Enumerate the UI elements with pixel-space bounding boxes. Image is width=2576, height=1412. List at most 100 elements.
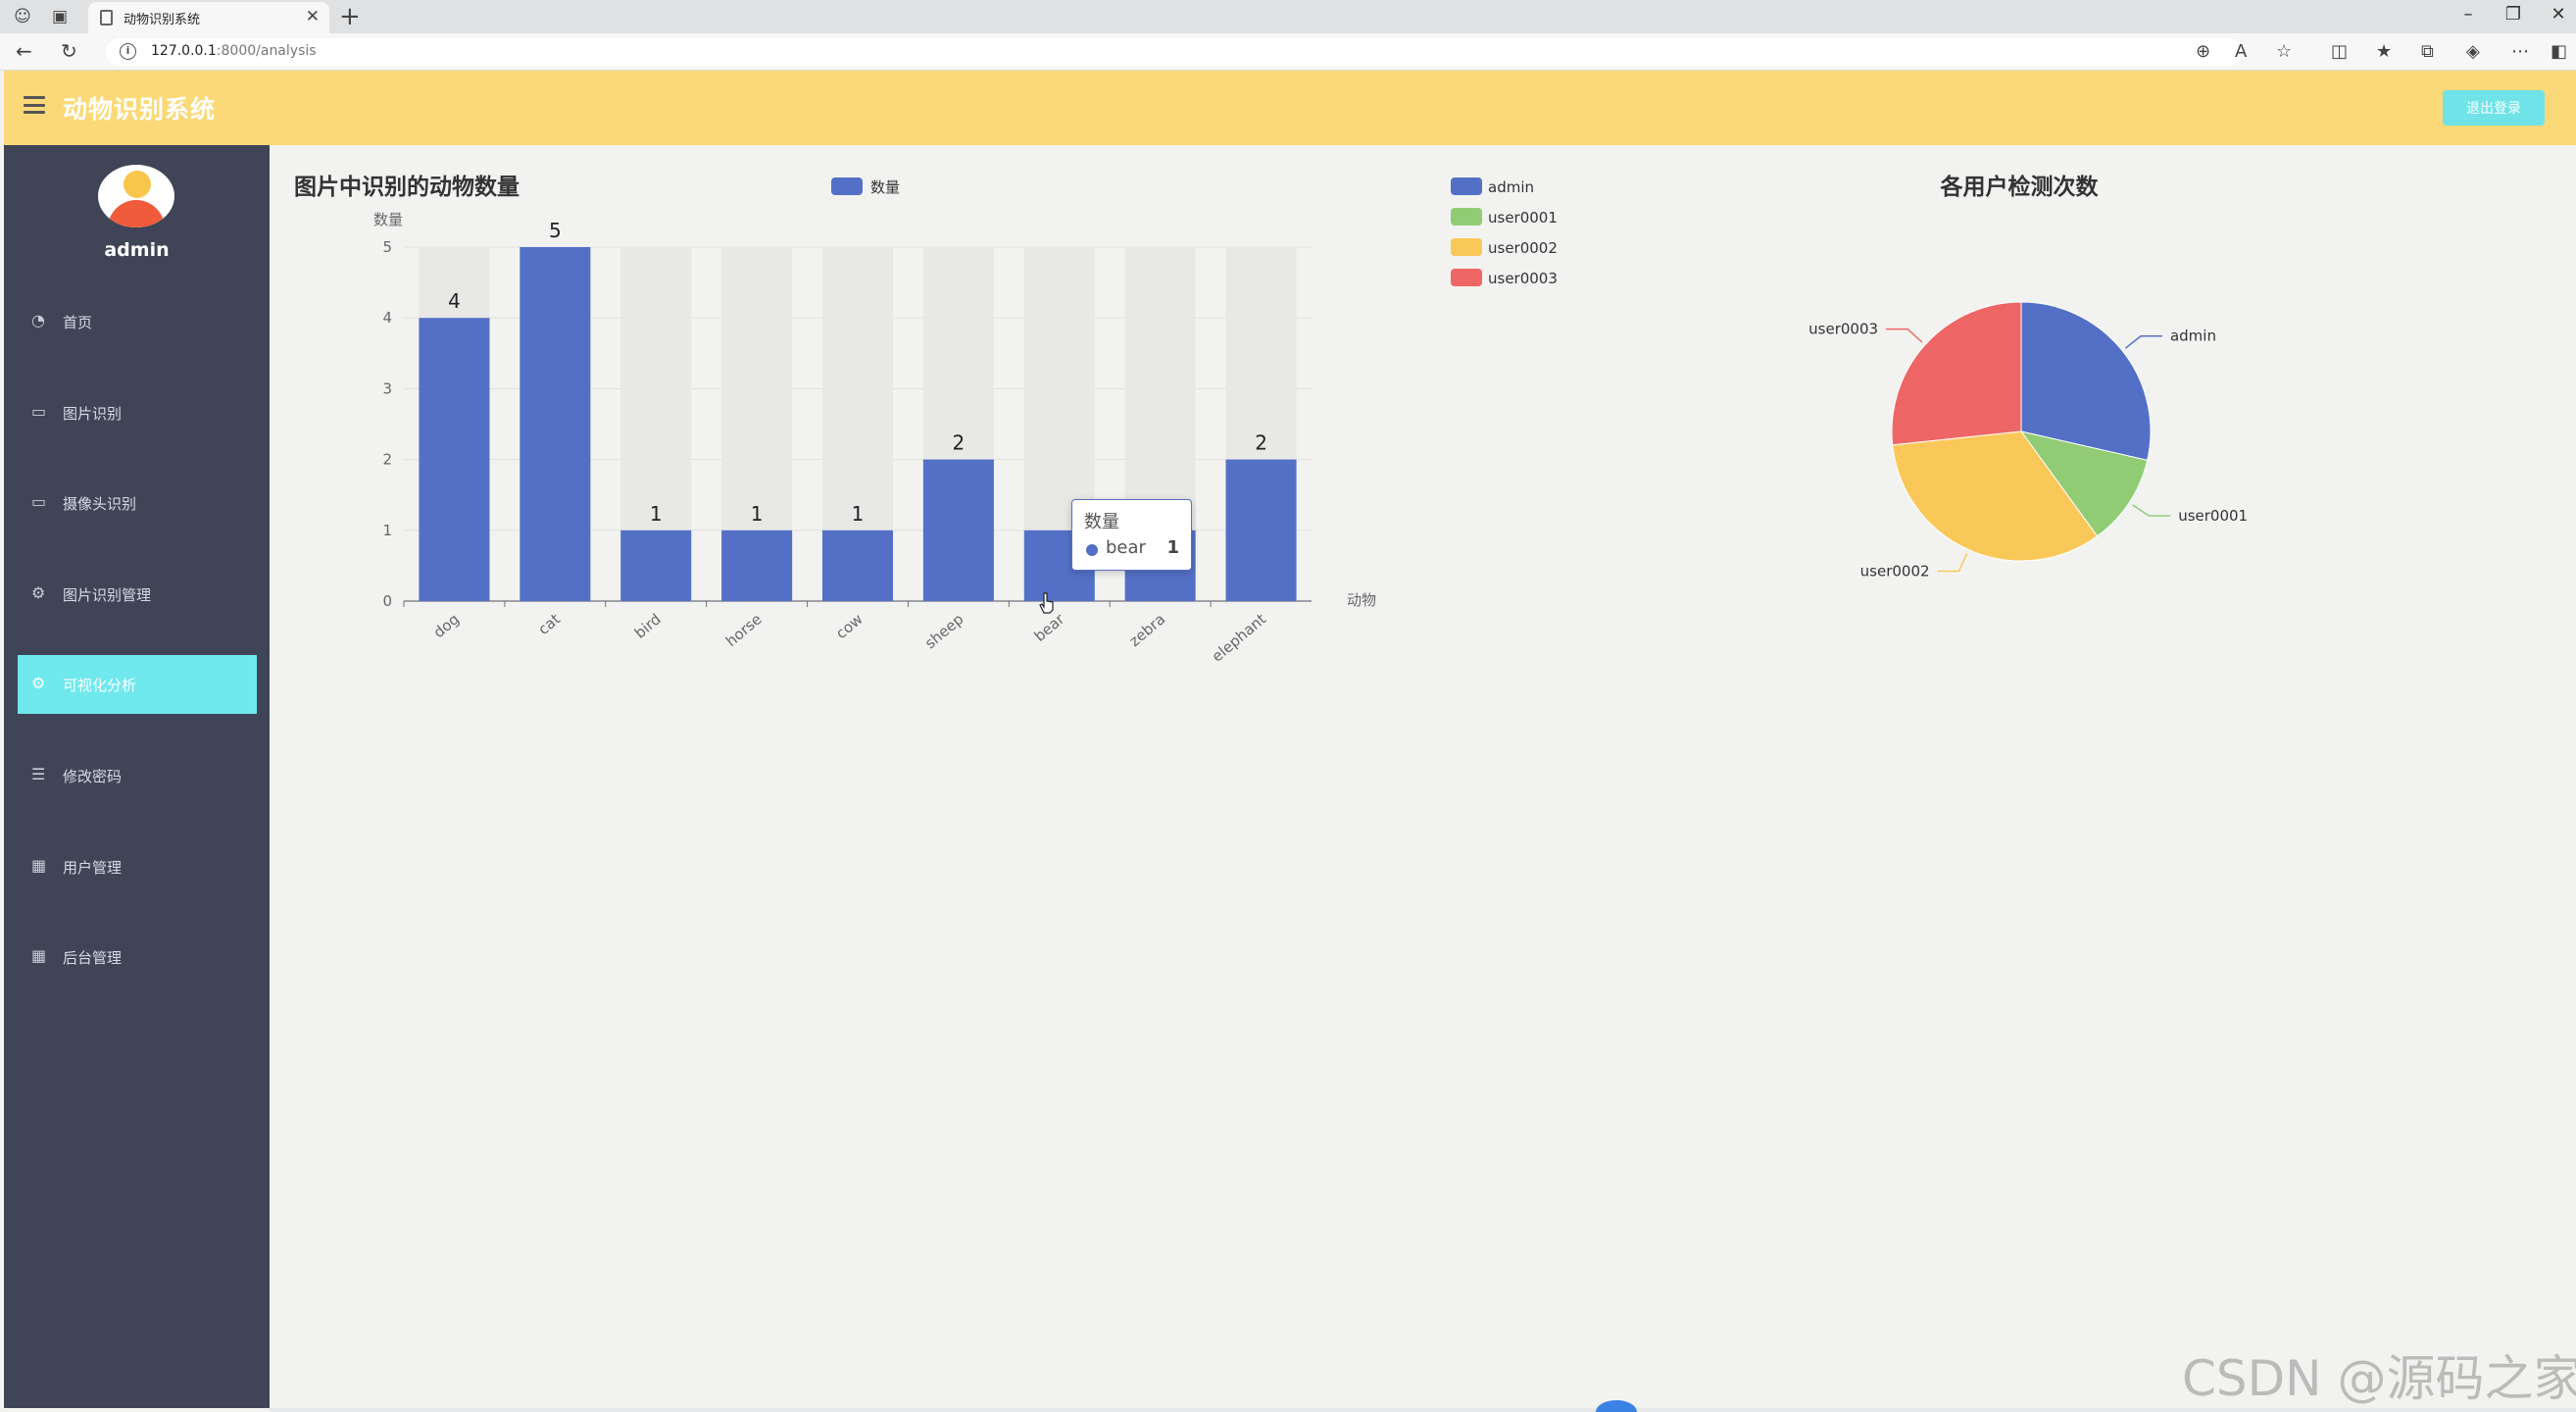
- x-tick-label: bear: [1031, 610, 1068, 645]
- legend-swatch: [1451, 208, 1482, 226]
- sidebar: admin ◔ 首页 ▭ 图片识别 ▭ 摄像头识别 ⚙ 图片识别管理 ⚙ 可视化分析 ☰ 修改密码 ▦ 用…: [4, 145, 270, 1408]
- browser-tab[interactable]: 动物识别系统 ✕: [88, 2, 329, 33]
- legend-label: 数量: [870, 178, 900, 196]
- bar-bird[interactable]: [620, 530, 692, 601]
- bar-data-label: 4: [448, 289, 461, 313]
- pie-slice-labels: admin user0001 user0002 user0003: [1808, 321, 2248, 580]
- sidebar-item-4[interactable]: ⚙ 图片识别管理: [18, 565, 257, 624]
- sidebar-item-label: 摄像头识别: [63, 495, 137, 514]
- sidebar-item-8[interactable]: ▦ 后台管理: [18, 928, 257, 986]
- logout-button[interactable]: 退出登录: [2443, 90, 2545, 126]
- x-tick-labels: dog cat bird horse cow sheep bear zebra elephant: [430, 610, 1269, 666]
- y-tick-label: 3: [382, 379, 392, 397]
- pie-slice-user0003[interactable]: [1891, 301, 2022, 446]
- y-tick-label: 2: [382, 451, 392, 469]
- close-window-icon[interactable]: ✕: [2551, 4, 2566, 25]
- tooltip-title: 数量: [1084, 512, 1119, 532]
- sidebar-item-label: 可视化分析: [63, 677, 137, 695]
- bar-cat[interactable]: [520, 247, 591, 601]
- bar-horse[interactable]: [721, 530, 793, 601]
- sidebar-item-3[interactable]: ▭ 摄像头识别: [18, 474, 257, 532]
- tab-actions-icon[interactable]: ▣: [51, 7, 69, 26]
- bar-data-label: 2: [953, 431, 966, 455]
- bar-data-label: 5: [549, 219, 562, 242]
- bar-data-label: 1: [650, 502, 663, 526]
- list-icon: ☰: [31, 765, 46, 783]
- x-tick-label: elephant: [1209, 610, 1269, 665]
- sidebar-toggle-icon[interactable]: ◧: [2551, 41, 2568, 62]
- sidebar-item-label: 后台管理: [63, 949, 123, 968]
- y-tick-label: 4: [382, 309, 392, 327]
- legend-label[interactable]: admin: [1488, 178, 1534, 196]
- back-icon[interactable]: ←: [16, 39, 32, 63]
- bar-elephant[interactable]: [1225, 459, 1297, 601]
- collections-icon[interactable]: ⧉: [2421, 41, 2434, 62]
- pie-slice-admin[interactable]: [2020, 301, 2152, 461]
- avatar: [98, 165, 174, 227]
- sidebar-item-5[interactable]: ⚙ 可视化分析: [18, 655, 257, 715]
- pie-label-line: [2132, 504, 2171, 517]
- url-path: :8000/analysis: [216, 43, 317, 59]
- x-tick-label: bird: [631, 610, 665, 642]
- grid-icon: ▦: [31, 855, 47, 875]
- more-icon[interactable]: ⋯: [2511, 41, 2529, 62]
- floating-indicator[interactable]: [1596, 1400, 1637, 1412]
- gears-icon: ⚙: [31, 674, 46, 693]
- bar-sheep[interactable]: [922, 459, 994, 601]
- close-tab-icon[interactable]: ✕: [305, 7, 320, 26]
- tooltip-name: bear: [1106, 537, 1146, 558]
- restore-icon[interactable]: ❐: [2504, 4, 2522, 25]
- new-tab-icon[interactable]: +: [339, 2, 361, 31]
- sidebar-item-1[interactable]: ◔ 首页: [18, 292, 257, 351]
- monitor-icon: ▭: [31, 492, 47, 512]
- bar-cow[interactable]: [821, 530, 894, 601]
- read-aloud-icon[interactable]: A: [2235, 41, 2248, 62]
- favorite-icon[interactable]: ☆: [2276, 41, 2293, 62]
- animal-count-bar-chart: 图片中识别的动物数量 数量 数量 动物 4 5 1 1 1 2 2 0 1 2 3 4 5 dog ca…: [294, 174, 1376, 666]
- pie-label-line: [1937, 552, 1968, 573]
- pie-slices: [1891, 301, 2152, 562]
- legend-label[interactable]: user0001: [1488, 209, 1558, 227]
- zoom-icon[interactable]: ⊕: [2196, 41, 2211, 62]
- sidebar-item-label: 图片识别管理: [63, 585, 152, 604]
- split-screen-icon[interactable]: ◫: [2331, 41, 2349, 62]
- legend-label[interactable]: user0003: [1488, 270, 1558, 287]
- user-name: admin: [104, 239, 170, 261]
- x-axis-label: 动物: [1347, 591, 1376, 609]
- legend-swatch: [1451, 177, 1482, 195]
- site-info-icon[interactable]: i: [120, 43, 136, 60]
- url-input[interactable]: i 127.0.0.1:8000/analysis: [106, 38, 2243, 66]
- sidebar-item-2[interactable]: ▭ 图片识别: [18, 383, 257, 442]
- x-tick-label: cat: [534, 610, 564, 638]
- pie-slice-user0002[interactable]: [1892, 430, 2099, 562]
- hamburger-menu-icon[interactable]: [24, 96, 45, 114]
- grid-icon: ▦: [31, 946, 47, 966]
- pie-slice-user0001[interactable]: [2019, 430, 2149, 537]
- favorites-icon[interactable]: ★: [2376, 41, 2393, 62]
- pie-label-line: [2124, 334, 2162, 349]
- extensions-icon[interactable]: ◈: [2466, 41, 2480, 62]
- minimize-icon[interactable]: –: [2463, 4, 2473, 25]
- sidebar-item-7[interactable]: ▦ 用户管理: [18, 837, 257, 896]
- url-text[interactable]: 127.0.0.1:8000/analysis: [151, 43, 317, 59]
- bar-chart-legend[interactable]: 数量: [831, 177, 900, 196]
- x-tick-label: zebra: [1126, 610, 1169, 650]
- sidebar-item-label: 用户管理: [63, 858, 123, 877]
- legend-swatch: [831, 177, 863, 195]
- legend-swatch: [1451, 269, 1482, 286]
- bar-data-label: 2: [1255, 431, 1267, 455]
- bar-dog[interactable]: [419, 318, 490, 601]
- pie-slice-label: user0001: [2178, 507, 2248, 525]
- legend-swatch: [1451, 238, 1482, 256]
- page-icon: [100, 10, 113, 25]
- monitor-icon: ▭: [31, 401, 47, 421]
- profile-icon[interactable]: ☺: [14, 7, 31, 26]
- x-tick-label: dog: [430, 610, 463, 641]
- refresh-icon[interactable]: ↻: [61, 39, 77, 63]
- pie-chart-legend[interactable]: admin user0001 user0002 user0003: [1451, 177, 1558, 287]
- sidebar-item-label: 图片识别: [63, 404, 123, 423]
- user-detection-pie-chart: 各用户检测次数 admin user0001 user0002 user0003 ad…: [1451, 174, 2248, 580]
- hand-cursor-icon: [1039, 592, 1054, 614]
- legend-label[interactable]: user0002: [1488, 239, 1558, 257]
- sidebar-item-6[interactable]: ☰ 修改密码: [18, 746, 257, 805]
